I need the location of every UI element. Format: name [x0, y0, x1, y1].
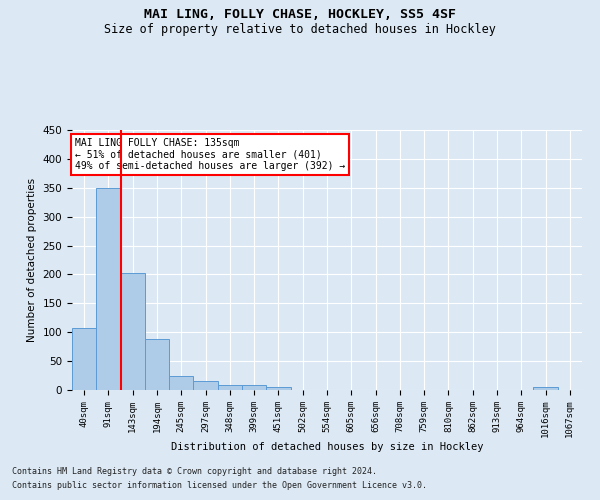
Bar [242, 386, 266, 390]
Bar [121, 272, 145, 390]
Text: Size of property relative to detached houses in Hockley: Size of property relative to detached ho… [104, 22, 496, 36]
Bar [96, 188, 121, 390]
Text: MAI LING FOLLY CHASE: 135sqm
← 51% of detached houses are smaller (401)
49% of s: MAI LING FOLLY CHASE: 135sqm ← 51% of de… [74, 138, 345, 171]
Bar [266, 387, 290, 390]
Bar [218, 385, 242, 390]
Y-axis label: Number of detached properties: Number of detached properties [27, 178, 37, 342]
Bar [169, 376, 193, 390]
Text: Distribution of detached houses by size in Hockley: Distribution of detached houses by size … [171, 442, 483, 452]
Bar [72, 328, 96, 390]
Bar [193, 381, 218, 390]
Text: Contains public sector information licensed under the Open Government Licence v3: Contains public sector information licen… [12, 481, 427, 490]
Bar [533, 387, 558, 390]
Text: MAI LING, FOLLY CHASE, HOCKLEY, SS5 4SF: MAI LING, FOLLY CHASE, HOCKLEY, SS5 4SF [144, 8, 456, 20]
Text: Contains HM Land Registry data © Crown copyright and database right 2024.: Contains HM Land Registry data © Crown c… [12, 468, 377, 476]
Bar [145, 339, 169, 390]
